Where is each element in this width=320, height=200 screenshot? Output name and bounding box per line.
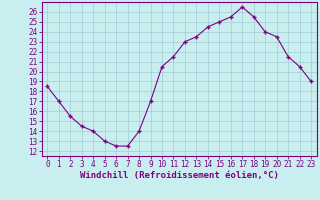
X-axis label: Windchill (Refroidissement éolien,°C): Windchill (Refroidissement éolien,°C) (80, 171, 279, 180)
